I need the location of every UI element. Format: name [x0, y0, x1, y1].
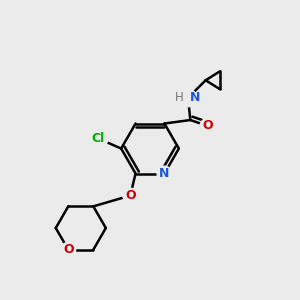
Text: H: H — [176, 91, 184, 104]
Text: N: N — [190, 92, 201, 104]
Circle shape — [200, 118, 215, 133]
Text: N: N — [159, 167, 170, 180]
Circle shape — [87, 128, 108, 148]
Text: O: O — [202, 119, 213, 132]
Circle shape — [157, 166, 172, 181]
Circle shape — [179, 89, 197, 107]
Circle shape — [123, 188, 138, 203]
Text: O: O — [125, 189, 136, 202]
Circle shape — [61, 242, 76, 257]
Text: Cl: Cl — [91, 132, 104, 145]
Text: O: O — [63, 243, 74, 256]
